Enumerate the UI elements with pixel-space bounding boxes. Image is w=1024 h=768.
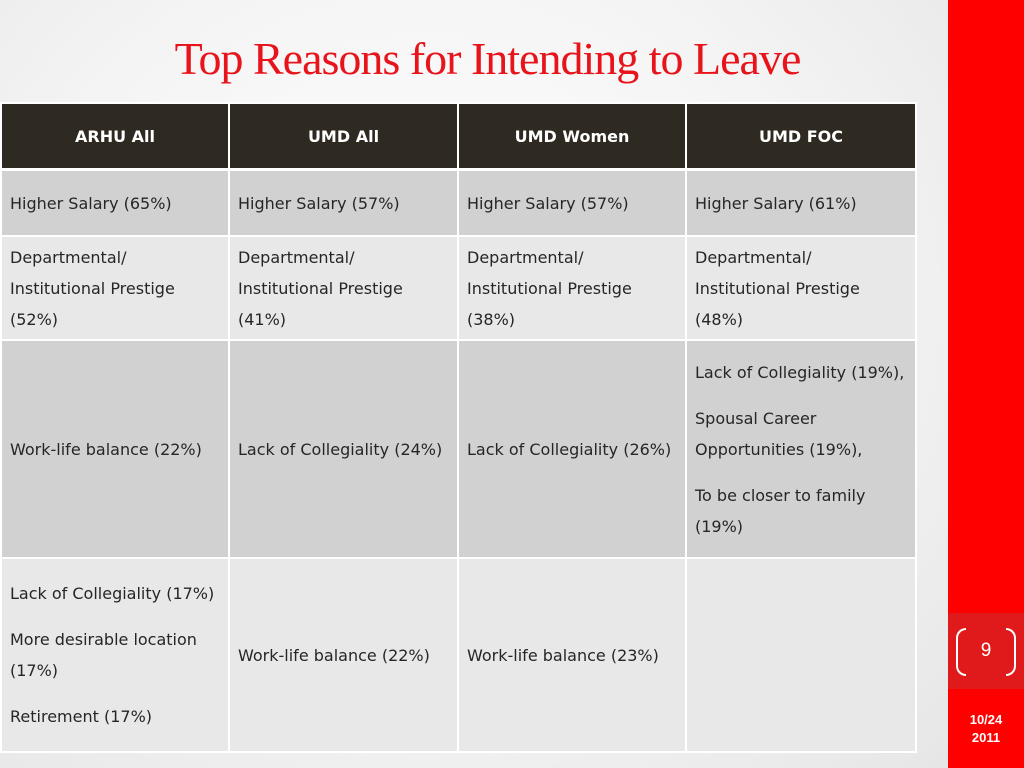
reasons-table: ARHU All UMD All UMD Women UMD FOC Highe… — [0, 102, 917, 753]
left-bracket-icon — [956, 628, 966, 676]
table-row: Departmental/ Institutional Prestige (52… — [0, 235, 917, 341]
cell-text: Work-life balance (22%) — [238, 645, 430, 665]
table-cell-umd-all: Work-life balance (22%) — [228, 557, 459, 753]
table-cell-umd-women: Work-life balance (23%) — [457, 557, 687, 753]
table-cell-umd-foc: Lack of Collegiality (19%), Spousal Caree… — [685, 339, 917, 559]
column-header-arhu-all: ARHU All — [0, 102, 230, 171]
table-cell-arhu-all: Work-life balance (22%) — [0, 339, 230, 559]
table-cell-arhu-all: Higher Salary (65%) — [0, 168, 230, 237]
table-cell-umd-foc: Departmental/ Institutional Prestige (48… — [685, 235, 917, 341]
table-row: Lack of Collegiality (17%) More desirable… — [0, 557, 917, 753]
cell-text: Lack of Collegiality (24%) — [238, 439, 443, 459]
column-header-umd-all: UMD All — [228, 102, 459, 171]
cell-text: More desirable location (17%) — [10, 630, 197, 680]
table-row: Higher Salary (65%) Higher Salary (57%) Hi… — [0, 168, 917, 237]
column-header-umd-women: UMD Women — [457, 102, 687, 171]
table-cell-umd-women: Lack of Collegiality (26%) — [457, 339, 687, 559]
cell-text: Lack of Collegiality (19%), — [695, 362, 905, 382]
slide-date: 10/24 2011 — [948, 711, 1024, 747]
column-header-umd-foc: UMD FOC — [685, 102, 917, 171]
cell-text: Lack of Collegiality (26%) — [467, 439, 672, 459]
table-cell-umd-foc — [685, 557, 917, 753]
cell-text: Higher Salary (57%) — [238, 193, 400, 213]
table-cell-umd-all: Higher Salary (57%) — [228, 168, 459, 237]
table-cell-umd-women: Higher Salary (57%) — [457, 168, 687, 237]
table-header-row: ARHU All UMD All UMD Women UMD FOC — [0, 102, 917, 171]
table-cell-umd-women: Departmental/ Institutional Prestige (38… — [457, 235, 687, 341]
cell-text: Retirement (17%) — [10, 707, 153, 726]
table-row: Work-life balance (22%) Lack of Collegial… — [0, 339, 917, 559]
cell-text: Departmental/ Institutional Prestige (52… — [10, 247, 175, 329]
cell-text: Lack of Collegiality (17%) — [10, 584, 215, 603]
table-cell-umd-foc: Higher Salary (61%) — [685, 168, 917, 237]
cell-text: Departmental/ Institutional Prestige (48… — [695, 247, 860, 329]
page-number: 9 — [980, 640, 992, 661]
table-cell-arhu-all: Lack of Collegiality (17%) More desirable… — [0, 557, 230, 753]
cell-text: To be closer to family (19%) — [695, 485, 866, 536]
slide-title: Top Reasons for Intending to Leave — [174, 33, 802, 84]
cell-text: Departmental/ Institutional Prestige (41… — [238, 247, 403, 329]
page-number-frame: 9 — [956, 628, 1016, 676]
cell-text: Departmental/ Institutional Prestige (38… — [467, 247, 632, 329]
cell-text: Higher Salary (61%) — [695, 193, 857, 213]
table-cell-umd-all: Departmental/ Institutional Prestige (41… — [228, 235, 459, 341]
page-number-band — [948, 613, 1024, 689]
table-cell-umd-all: Lack of Collegiality (24%) — [228, 339, 459, 559]
cell-text: Work-life balance (22%) — [10, 439, 202, 459]
date-line-2: 2011 — [971, 730, 1001, 745]
cell-text: Higher Salary (57%) — [467, 193, 629, 213]
cell-text: Higher Salary (65%) — [10, 193, 172, 213]
date-line-1: 10/24 — [969, 712, 1003, 727]
cell-text: Work-life balance (23%) — [467, 645, 659, 665]
table-cell-arhu-all: Departmental/ Institutional Prestige (52… — [0, 235, 230, 341]
cell-text: Spousal Career Opportunities (19%), — [695, 408, 863, 459]
